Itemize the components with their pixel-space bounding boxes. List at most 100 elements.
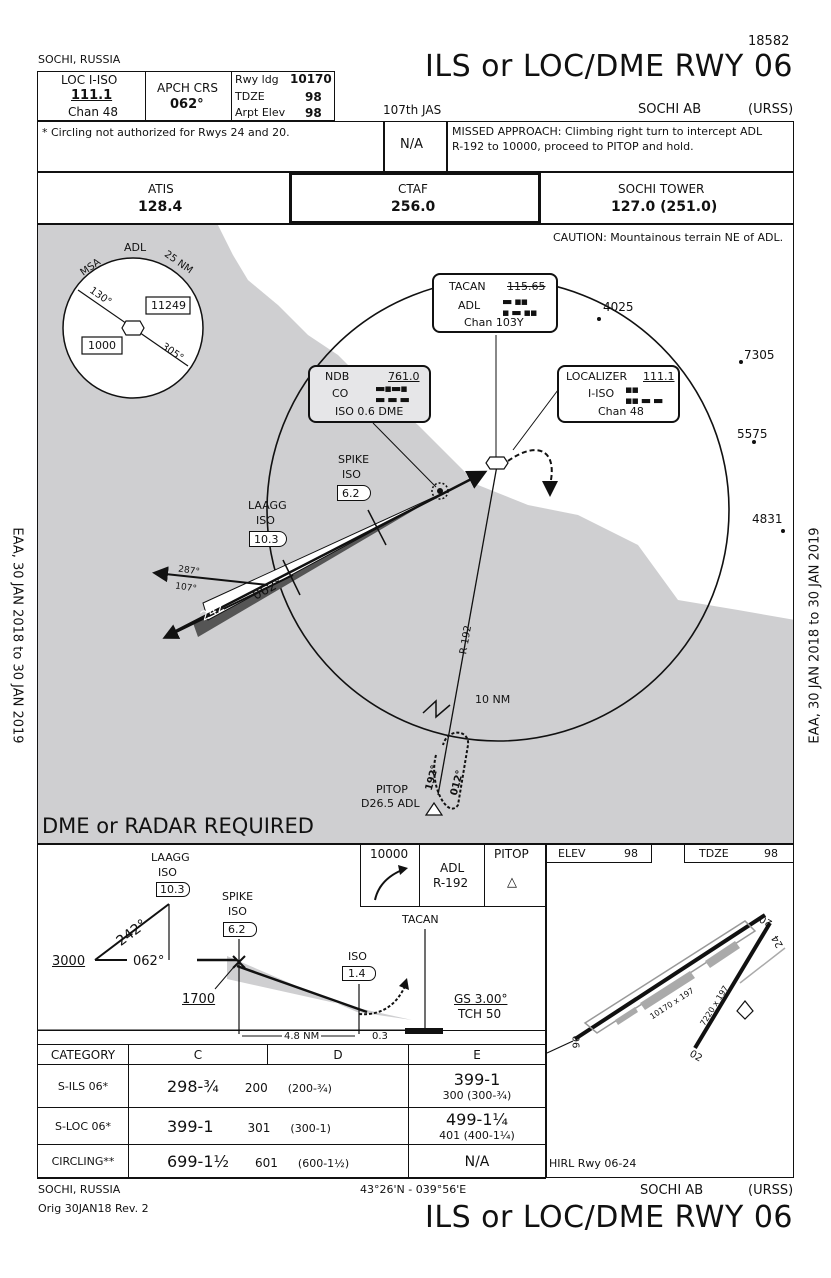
plan-view [37,224,794,844]
pitop-fix-symbol [424,801,444,816]
minimums-header-row: CATEGORY C D E [37,1044,546,1065]
profile-missed-arrowhead [399,978,409,990]
ndb-name: NDB [325,370,350,383]
ndb-center [437,488,443,494]
ctaf-value: 256.0 [391,199,436,215]
tdze-value: 98 [305,90,322,104]
side-text-right: EAA, 30 JAN 2018 to 30 JAN 2019 [807,527,823,744]
profile-runway [405,1028,443,1034]
tacan-id: ADL [458,299,481,312]
approach-arrow-06 [546,1040,574,1054]
ma-altitude: 10000 [370,847,409,861]
profile-gs: GS 3.00° [454,992,508,1006]
notes-row [37,121,794,172]
rwy-06-label: 06 [569,1035,581,1049]
profile-3000-seg [94,903,170,961]
holding-pattern [433,731,470,810]
localizer-id: I-ISO [588,387,615,400]
profile-iso-dme: 1.4 [348,967,366,980]
tacan-symbol [485,456,509,470]
min-row-ils: S-ILS 06* 298-¾ 200 (200-¾) 399-1 300 (300-… [37,1064,546,1108]
localizer-chan: Chan 48 [598,405,644,418]
profile-missed-climb [358,985,406,1016]
min-row-name: S-ILS 06* [37,1064,129,1108]
ndb-leader [372,422,437,488]
min-e-alt: (300-¾) [467,1089,512,1102]
profile-iso-dme-box [342,966,376,981]
min-row-circling: CIRCLING** 699-1½ 601 (600-1½) N/A [37,1144,546,1179]
parallel-taxiway [739,947,786,984]
elevation-7305: 7305 [744,348,775,362]
plan-laagg-dme: 10.3 [254,533,279,546]
elevation-5575: 5575 [737,427,768,441]
localizer-freq: 111.1 [643,370,675,383]
elevation-4831: 4831 [752,512,783,526]
laagg-fix-tick [282,559,301,596]
plan-pitop-dme: D26.5 ADL [361,797,420,810]
loc-leader [512,389,559,451]
elevation-4025: 4025 [603,300,634,314]
profile-tch: TCH 50 [458,1007,502,1021]
taxiway-outline [583,920,757,1034]
profile-laagg-dme-box [156,882,190,897]
localizer-name: LOCALIZER [566,370,628,383]
ctaf-box [289,172,541,224]
profile-1700-arrow [214,967,234,990]
arpt-elev-value: 98 [305,106,322,120]
profile-spike-id: ISO [228,905,247,918]
min-cd-alt: (600-1½) [297,1157,350,1170]
ndb-morse-code: ▬▪▬▪ ▬ ▬ ▬ [375,382,410,406]
min-e-haa: 300 [442,1089,464,1102]
elevation-dot-7305 [739,360,743,364]
profile-divider [545,844,547,1178]
atis-label: ATIS [148,182,174,196]
plan-view-graphic [38,225,793,843]
airport-diagram-graphic [546,913,786,1054]
min-cd-value: 399-1 [167,1116,214,1136]
msa-box-11249 [145,296,191,315]
ma-pitop-box [484,844,546,907]
localizer-info-box [557,365,680,423]
airport-tdze-value: 98 [764,847,778,860]
outbound-course-arrow [162,574,294,639]
runway-02-20 [693,921,772,1050]
missed-approach-track [507,449,553,486]
approach-course-shade [193,493,443,637]
plan-ring-label: 10 NM [475,693,511,706]
tacan-chan: Chan 103Y [464,316,524,329]
profile-tacan: TACAN [402,913,439,926]
chart-id: 18582 [748,34,790,49]
inbound-course-line [167,470,488,637]
min-e-value: 399-1 [453,1070,501,1089]
profile-fix-marker-b [232,955,246,969]
plan-spike-id: ISO [342,468,361,481]
ma-pitop-fix-icon: △ [507,875,517,890]
ndb-dme: ISO 0.6 DME [335,405,404,418]
footer-location: SOCHI, RUSSIA [38,1183,121,1196]
airport-lighting: HIRL Rwy 06-24 [549,1157,637,1170]
profile-dist-03: 0.3 [372,1031,388,1042]
ma-fix: ADL [440,861,465,875]
footer-coords: 43°26'N - 039°56'E [360,1183,467,1196]
notes-divider-right [446,121,448,172]
missed-approach-line1: MISSED APPROACH: Climbing right turn to … [452,125,763,138]
msa-fix-label: ADL [124,241,147,254]
airport-elev-box [545,844,652,863]
tacan-info-box [432,273,558,333]
profile-laagg-id: ISO [158,866,177,879]
apch-crs-box [145,71,232,121]
ctaf-label: CTAF [398,182,428,196]
header-icao: (URSS) [748,102,794,117]
profile-alt-3000: 3000 [52,954,86,969]
profile-dist-row [37,1030,545,1031]
header-title: ILS or LOC/DME RWY 06 [425,49,793,84]
arpt-elev-label: Arpt Elev [235,106,286,119]
ndb-info-box [308,365,431,423]
rwy-ldg-label: Rwy ldg [235,73,279,86]
profile-laagg: LAAGG [151,851,190,864]
missed-approach-line2: R-192 to 10000, proceed to PITOP and hol… [452,140,694,153]
loc-chan: Chan 48 [68,105,119,119]
scale-break-zigzag [422,699,451,719]
tdze-label: TDZE [235,90,265,103]
localizer-morse-code: ▪▪ ▪▪ ▬ ▬ [625,383,663,407]
